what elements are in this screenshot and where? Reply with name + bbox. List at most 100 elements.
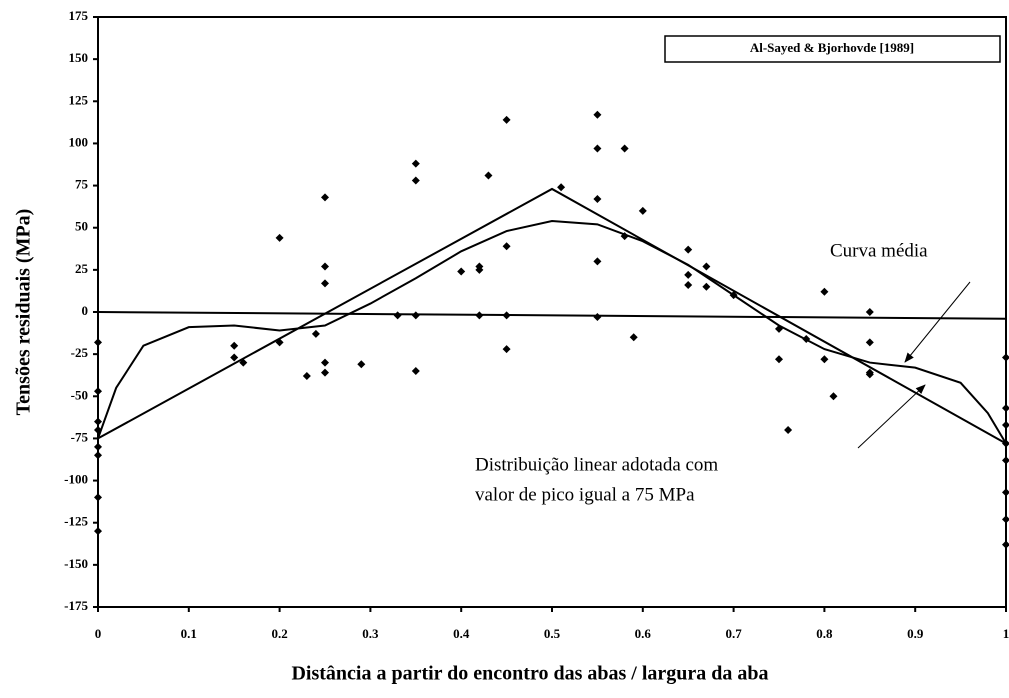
point [638,206,647,215]
x-tick-label: 0.7 [725,626,742,641]
point [275,338,284,347]
point [321,368,329,377]
point [411,367,420,375]
point [94,426,102,434]
x-tick-label: 0 [95,626,102,641]
point [1002,488,1009,497]
point [502,115,511,124]
arrow [904,281,971,363]
point [411,176,420,185]
point [94,442,102,451]
arrow [857,384,926,449]
point [593,144,602,153]
point [1002,439,1009,448]
point [275,233,284,242]
point [230,341,239,350]
point [865,308,874,316]
point [557,183,566,192]
point [684,245,693,254]
point [729,291,738,300]
point [321,262,329,271]
point [1002,420,1009,429]
y-tick-label: 0 [82,303,89,318]
point [502,345,511,354]
point [684,270,693,279]
point [411,159,420,168]
y-tick-label: -50 [71,387,88,402]
annotation: Curva média [830,240,928,261]
point [475,311,484,320]
point [802,334,811,343]
point [502,242,511,251]
y-tick-label: 75 [75,177,89,192]
y-tick-label: 50 [75,219,88,234]
point [820,355,829,364]
x-tick-label: 1 [1003,626,1009,641]
point [684,281,693,290]
y-tick-label: 125 [69,92,89,107]
point [94,417,102,426]
x-tick-label: 0.6 [635,626,652,641]
point [620,232,629,241]
point [1002,515,1009,524]
x-axis-title: Distância a partir do encontro das abas … [291,663,768,685]
point [1002,404,1009,413]
point [94,338,102,347]
point [321,279,329,288]
y-tick-label: 100 [69,134,89,149]
y-tick-label: 175 [69,8,89,23]
point [94,527,102,536]
point [411,311,420,320]
point [457,267,466,276]
point [865,368,874,377]
point [593,257,602,266]
y-tick-label: 150 [69,50,89,65]
point [357,360,366,369]
point [1002,456,1009,465]
point [1002,540,1009,549]
y-axis-title: Tensões residuais (MPa) [13,209,35,416]
legend-box [664,35,1001,63]
y-tick-label: 25 [75,261,89,276]
x-tick-label: 0.5 [544,626,561,641]
point [311,329,320,338]
annotation: Distribuição linear adotada com [475,454,718,475]
legend-label: Al-Sayed & Bjorhovde [1989] [750,40,914,55]
point [321,358,329,367]
x-tick-label: 0.1 [181,626,197,641]
x-tick-label: 0.8 [816,626,833,641]
point [620,144,629,153]
x-tick-label: 0.9 [907,626,924,641]
point [94,451,102,460]
point [230,353,239,362]
y-tick-label: -25 [71,345,89,360]
annotation: valor de pico igual a 75 MPa [475,484,695,505]
y-tick-label: -100 [64,472,88,487]
point [775,324,783,333]
point [702,262,711,271]
point [784,426,793,434]
point [1002,353,1009,362]
y-tick-label: -175 [64,598,88,613]
point [475,265,484,274]
y-tick-label: -75 [71,429,89,444]
point [820,287,829,296]
point [239,358,248,367]
point [829,392,838,401]
point [629,333,638,342]
point [94,387,102,396]
y-tick-label: -150 [64,556,88,571]
x-tick-label: 0.3 [362,626,379,641]
line-series [97,219,1007,444]
point [393,311,402,320]
point [593,110,602,119]
point [775,355,783,364]
y-tick-label: -125 [64,514,88,529]
point [484,171,493,180]
point [702,282,711,291]
point [593,195,602,204]
point [321,193,329,202]
point [865,338,874,347]
